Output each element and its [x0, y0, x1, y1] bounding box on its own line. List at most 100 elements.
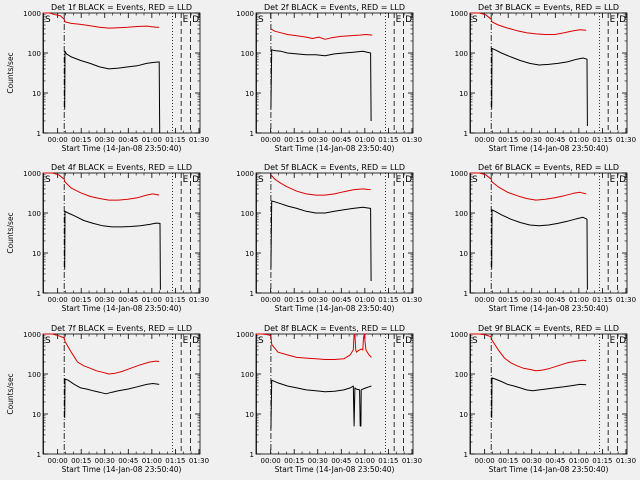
x-tick-label: 00:00: [475, 136, 495, 144]
x-tick-label: 01:30: [189, 457, 209, 465]
y-tick-label: 1: [250, 130, 254, 138]
x-tick-label: 01:00: [355, 296, 375, 304]
x-tick-label: 01:00: [569, 136, 589, 144]
series-black-events-line: [491, 377, 587, 418]
x-tick-label: 01:15: [165, 296, 185, 304]
y-axis-label: Counts/sec: [6, 212, 15, 253]
series-red-lld-line: [43, 333, 160, 375]
x-tick-label: 01:15: [165, 457, 185, 465]
x-tick-label: 01:00: [142, 457, 162, 465]
event-marker-label: D: [405, 336, 412, 346]
chart-title: Det 4f BLACK = Events, RED = LLD: [51, 163, 192, 172]
event-marker-label: S: [45, 336, 51, 346]
chart-panel-3: Det 3f BLACK = Events, RED = LLD 1 10 100 10…: [450, 3, 636, 153]
chart-panel-9: Det 9f BLACK = Events, RED = LLD 1 10 100 10…: [450, 324, 636, 474]
event-marker-label: D: [619, 175, 626, 185]
chart-panel-5: Det 5f BLACK = Events, RED = LLD 1 10 100 10…: [236, 163, 422, 313]
x-tick-label: 00:15: [284, 296, 304, 304]
x-tick-label: 00:30: [522, 296, 542, 304]
y-tick-label: 1: [464, 451, 468, 459]
event-marker-label: S: [472, 15, 478, 25]
event-marker-label: D: [405, 175, 412, 185]
event-marker-label: S: [45, 15, 51, 25]
x-tick-label: 00:15: [498, 457, 518, 465]
x-tick-label: 00:45: [118, 296, 138, 304]
x-tick-label: 00:30: [308, 136, 328, 144]
plot-frame: [42, 12, 201, 134]
x-tick-label: 01:30: [402, 457, 422, 465]
x-tick-label: 00:15: [71, 457, 91, 465]
x-tick-label: 01:15: [592, 457, 612, 465]
chart-title: Det 5f BLACK = Events, RED = LLD: [264, 163, 405, 172]
x-tick-label: 00:00: [261, 136, 281, 144]
y-tick-label: 100: [241, 210, 254, 218]
y-tick-label: 100: [241, 50, 254, 58]
y-tick-label: 10: [32, 411, 41, 419]
chart-title: Det 9f BLACK = Events, RED = LLD: [478, 324, 619, 333]
y-tick-label: 1000: [236, 331, 254, 339]
x-tick-label: 01:30: [402, 136, 422, 144]
y-tick-label: 1000: [23, 170, 41, 178]
y-tick-label: 1: [250, 451, 254, 459]
series-black-events-line: [270, 49, 372, 122]
x-tick-label: 01:30: [616, 136, 636, 144]
x-tick-label: 00:00: [261, 457, 281, 465]
series-red-lld-line: [256, 333, 372, 360]
y-tick-label: 1000: [236, 170, 254, 178]
series-red-lld-line: [470, 12, 587, 35]
event-marker-label: E: [610, 15, 616, 25]
x-tick-label: 01:15: [592, 136, 612, 144]
plot-frame: [42, 172, 201, 294]
x-tick-label: 01:15: [378, 457, 398, 465]
event-marker-label: E: [183, 15, 189, 25]
event-marker-label: S: [472, 175, 478, 185]
series-black-events-line: [64, 50, 161, 134]
chart-title: Det 1f BLACK = Events, RED = LLD: [51, 3, 192, 12]
x-tick-label: 00:15: [71, 136, 91, 144]
y-tick-label: 1000: [23, 10, 41, 18]
y-axis-label: Counts/sec: [6, 52, 15, 93]
x-axis-label: Start Time (14-Jan-08 23:50:40): [62, 144, 182, 153]
x-axis-label: Start Time (14-Jan-08 23:50:40): [489, 304, 609, 313]
x-tick-label: 00:15: [498, 296, 518, 304]
x-tick-label: 00:30: [522, 457, 542, 465]
event-marker-label: E: [396, 336, 402, 346]
y-tick-label: 10: [245, 250, 254, 258]
plot-frame: [255, 172, 414, 294]
x-tick-label: 00:30: [308, 296, 328, 304]
x-tick-label: 00:00: [261, 296, 281, 304]
x-tick-label: 01:00: [569, 457, 589, 465]
y-tick-label: 10: [32, 90, 41, 98]
series-black-events-line: [491, 47, 588, 127]
event-marker-label: S: [45, 175, 51, 185]
event-marker-label: D: [192, 15, 199, 25]
event-marker-label: D: [192, 336, 199, 346]
y-tick-label: 1: [37, 451, 41, 459]
chart-panel-4: Det 4f BLACK = Events, RED = LLD 1 10 100 10…: [6, 163, 209, 313]
x-tick-label: 00:15: [498, 136, 518, 144]
y-tick-label: 1: [37, 290, 41, 298]
x-tick-label: 01:00: [569, 296, 589, 304]
plot-frame: [469, 12, 628, 134]
x-tick-label: 00:00: [48, 296, 68, 304]
y-tick-label: 100: [455, 371, 468, 379]
plot-frame: [255, 12, 414, 134]
x-tick-label: 01:30: [189, 136, 209, 144]
x-tick-label: 00:00: [48, 457, 68, 465]
x-tick-label: 01:15: [165, 136, 185, 144]
chart-title: Det 7f BLACK = Events, RED = LLD: [51, 324, 192, 333]
series-red-lld-line: [43, 12, 160, 29]
x-tick-label: 01:00: [142, 296, 162, 304]
chart-panel-7: Det 7f BLACK = Events, RED = LLD 1 10 100 10…: [6, 324, 209, 474]
plot-frame: [42, 333, 201, 455]
x-tick-label: 00:30: [95, 457, 115, 465]
x-tick-label: 00:00: [475, 457, 495, 465]
x-tick-label: 01:30: [402, 296, 422, 304]
y-tick-label: 100: [28, 371, 41, 379]
x-tick-label: 00:30: [522, 136, 542, 144]
x-tick-label: 00:45: [545, 136, 565, 144]
x-tick-label: 01:30: [189, 296, 209, 304]
chart-panel-8: Det 8f BLACK = Events, RED = LLD 1 10 100 10…: [236, 324, 422, 474]
y-tick-label: 10: [459, 90, 468, 98]
